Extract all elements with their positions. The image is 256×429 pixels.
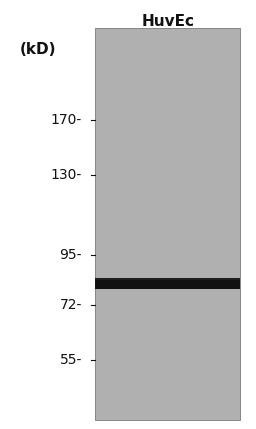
Text: 130-: 130- [51,168,82,182]
Text: 72-: 72- [60,298,82,312]
Text: (kD): (kD) [20,42,56,57]
Bar [95,278,240,280]
Text: HuvEc: HuvEc [142,14,195,29]
Text: 170-: 170- [51,113,82,127]
Bar [95,278,240,288]
Bar [95,28,240,420]
Text: 55-: 55- [60,353,82,367]
Text: 95-: 95- [59,248,82,262]
